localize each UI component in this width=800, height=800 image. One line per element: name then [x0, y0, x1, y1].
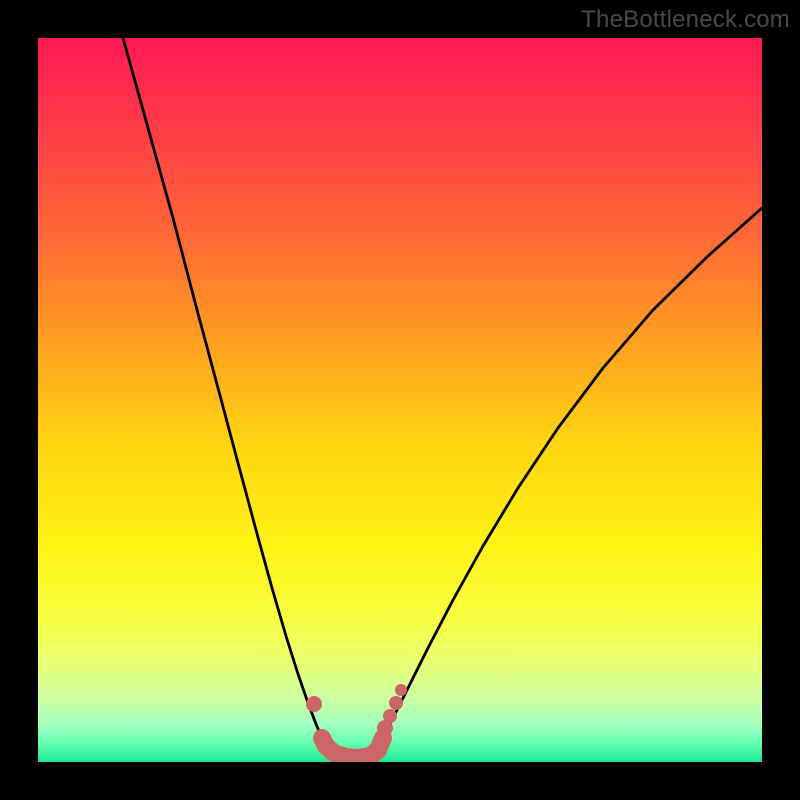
watermark-text: TheBottleneck.com	[581, 6, 790, 34]
plot-background	[38, 38, 762, 762]
marker-dot	[306, 696, 322, 712]
marker-dot	[389, 696, 403, 710]
plot-svg	[38, 38, 762, 762]
chart-container: TheBottleneck.com	[0, 0, 800, 800]
marker-dot	[395, 684, 407, 696]
marker-dot	[383, 709, 397, 723]
